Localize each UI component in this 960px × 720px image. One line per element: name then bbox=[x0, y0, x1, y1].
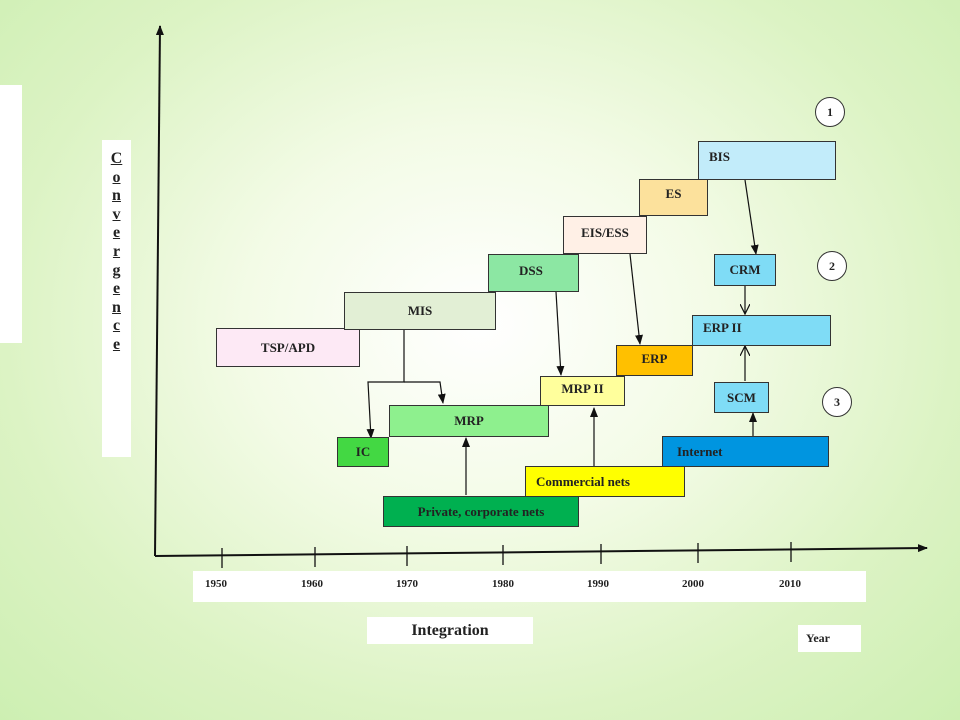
y-axis-label-letter: c bbox=[112, 317, 121, 335]
level-circle-1: 1 bbox=[815, 97, 845, 127]
level-number: 1 bbox=[827, 104, 833, 119]
mis-label: MIS bbox=[407, 303, 433, 318]
mrp-label: MRP bbox=[454, 413, 484, 428]
crm-label: CRM bbox=[729, 262, 761, 277]
y-axis bbox=[154, 25, 164, 557]
bis-label: BIS bbox=[709, 149, 730, 164]
level-circle-3: 3 bbox=[822, 387, 852, 417]
internet-box: Internet bbox=[662, 436, 829, 467]
mrp-ii-label: MRP II bbox=[561, 381, 604, 396]
year-label-panel: Year bbox=[798, 625, 861, 652]
scm-label: SCM bbox=[727, 389, 756, 405]
level-number: 3 bbox=[834, 394, 840, 409]
y-axis-label-letter: e bbox=[112, 335, 121, 353]
ic-label: IC bbox=[355, 444, 371, 459]
eis-ess-label: EIS/ESS bbox=[581, 225, 629, 240]
x-axis-label-panel: Integration bbox=[367, 617, 533, 644]
scm-box: SCM bbox=[714, 382, 769, 413]
erp-label: ERP bbox=[641, 351, 668, 366]
year-axis-label: Year bbox=[806, 631, 830, 645]
y-axis-label-letter: r bbox=[112, 242, 121, 260]
y-axis-label-letter: v bbox=[112, 205, 121, 223]
bis-to-crm-arrow bbox=[744, 179, 759, 255]
year-tick-label: 1980 bbox=[492, 578, 514, 590]
dss-box: DSS bbox=[488, 254, 579, 292]
eis-to-erp-arrow bbox=[629, 253, 643, 345]
private-nets-label: Private, corporate nets bbox=[417, 503, 545, 519]
mrp-ii-box: MRP II bbox=[540, 376, 625, 406]
level-number: 2 bbox=[829, 258, 835, 273]
year-tick-label: 1990 bbox=[587, 578, 609, 590]
mis-box: MIS bbox=[344, 292, 496, 330]
year-tick-label: 2000 bbox=[682, 578, 704, 590]
left-edge-strip bbox=[0, 85, 22, 343]
tsp-apd-label: TSP/APD bbox=[260, 339, 316, 355]
eis-ess-box: EIS/ESS bbox=[563, 216, 647, 254]
y-axis-label-letter: n bbox=[112, 187, 121, 205]
dss-label: DSS bbox=[519, 263, 543, 278]
mis-branch-line bbox=[404, 381, 446, 404]
mrp-box: MRP bbox=[389, 405, 549, 437]
internet-label: Internet bbox=[677, 443, 723, 459]
year-tick-label: 1960 bbox=[301, 578, 323, 590]
y-axis-label-letter: g bbox=[112, 261, 121, 279]
y-axis-label-letter: e bbox=[112, 224, 121, 242]
mis-branch-line bbox=[366, 330, 405, 439]
year-tick-label: 1970 bbox=[396, 578, 418, 590]
es-label: ES bbox=[665, 186, 682, 201]
bis-box: BIS bbox=[698, 141, 836, 180]
y-axis-label-letter: n bbox=[112, 298, 121, 316]
y-axis-label-letter: o bbox=[112, 168, 121, 186]
y-axis-label-letter: C bbox=[110, 150, 123, 167]
commercial-nets-label: Commercial nets bbox=[536, 473, 630, 489]
year-tick-label: 1950 bbox=[205, 578, 227, 590]
tsp-apd-box: TSP/APD bbox=[216, 328, 360, 367]
x-axis-label: Integration bbox=[411, 621, 489, 639]
private-nets-box: Private, corporate nets bbox=[383, 496, 579, 527]
y-axis-label-letter: e bbox=[112, 280, 121, 298]
es-box: ES bbox=[639, 179, 708, 216]
ic-box: IC bbox=[337, 437, 389, 467]
commercial-nets-box: Commercial nets bbox=[525, 466, 685, 497]
year-tick-label: 2010 bbox=[779, 578, 801, 590]
level-circle-2: 2 bbox=[817, 251, 847, 281]
erp-ii-box: ERP II bbox=[692, 315, 831, 346]
erp-ii-label: ERP II bbox=[703, 320, 742, 335]
erp-box: ERP bbox=[616, 345, 693, 376]
x-axis bbox=[154, 544, 928, 557]
crm-box: CRM bbox=[714, 254, 776, 286]
dss-to-mrp2-arrow bbox=[555, 291, 565, 376]
year-scale-panel bbox=[193, 571, 866, 602]
